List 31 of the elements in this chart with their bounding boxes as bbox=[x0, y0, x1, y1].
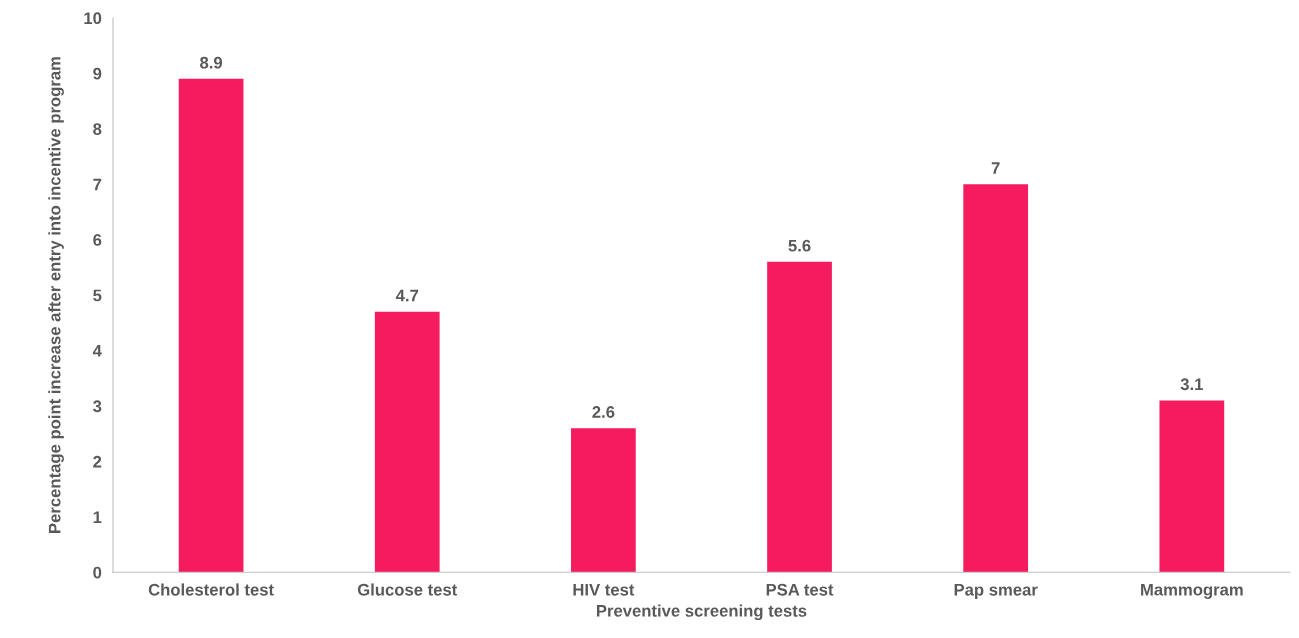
data-label: 8.9 bbox=[200, 56, 223, 69]
x-tick-label: Cholesterol test bbox=[148, 583, 274, 596]
bar bbox=[767, 261, 832, 573]
y-tick-label: 0 bbox=[93, 566, 102, 579]
data-label: 4.7 bbox=[395, 289, 419, 302]
y-tick-label: 7 bbox=[93, 178, 102, 191]
x-tick-label: PSA test bbox=[766, 583, 834, 596]
y-tick-label: 3 bbox=[93, 400, 102, 413]
x-tick-label: Mammogram bbox=[1141, 583, 1243, 599]
data-label: 3.1 bbox=[1180, 378, 1203, 391]
bar bbox=[1159, 400, 1225, 573]
data-label: 7 bbox=[991, 162, 1000, 174]
y-tick-label: 10 bbox=[84, 12, 102, 25]
y-axis-title: Percentage point increase after entry into incentive program bbox=[48, 57, 64, 533]
x-tick-label: HIV test bbox=[573, 584, 635, 596]
bar bbox=[963, 184, 1029, 573]
y-tick-label: 8 bbox=[93, 123, 102, 135]
y-tick-label: 1 bbox=[93, 511, 102, 523]
bar bbox=[178, 78, 244, 573]
y-tick-label: 9 bbox=[93, 67, 102, 80]
y-tick-label: 5 bbox=[93, 289, 102, 302]
data-label: 5.6 bbox=[788, 239, 811, 252]
y-tick-label: 2 bbox=[93, 455, 102, 468]
x-axis-title: Preventive screening tests bbox=[596, 604, 807, 621]
data-label: 2.6 bbox=[592, 406, 615, 418]
bar bbox=[571, 428, 636, 573]
y-tick-label: 6 bbox=[93, 234, 102, 246]
y-tick-label: 4 bbox=[92, 345, 102, 357]
x-tick-label: Pap smear bbox=[954, 584, 1038, 599]
x-tick-label: Glucose test bbox=[357, 583, 458, 596]
bar bbox=[374, 311, 440, 573]
